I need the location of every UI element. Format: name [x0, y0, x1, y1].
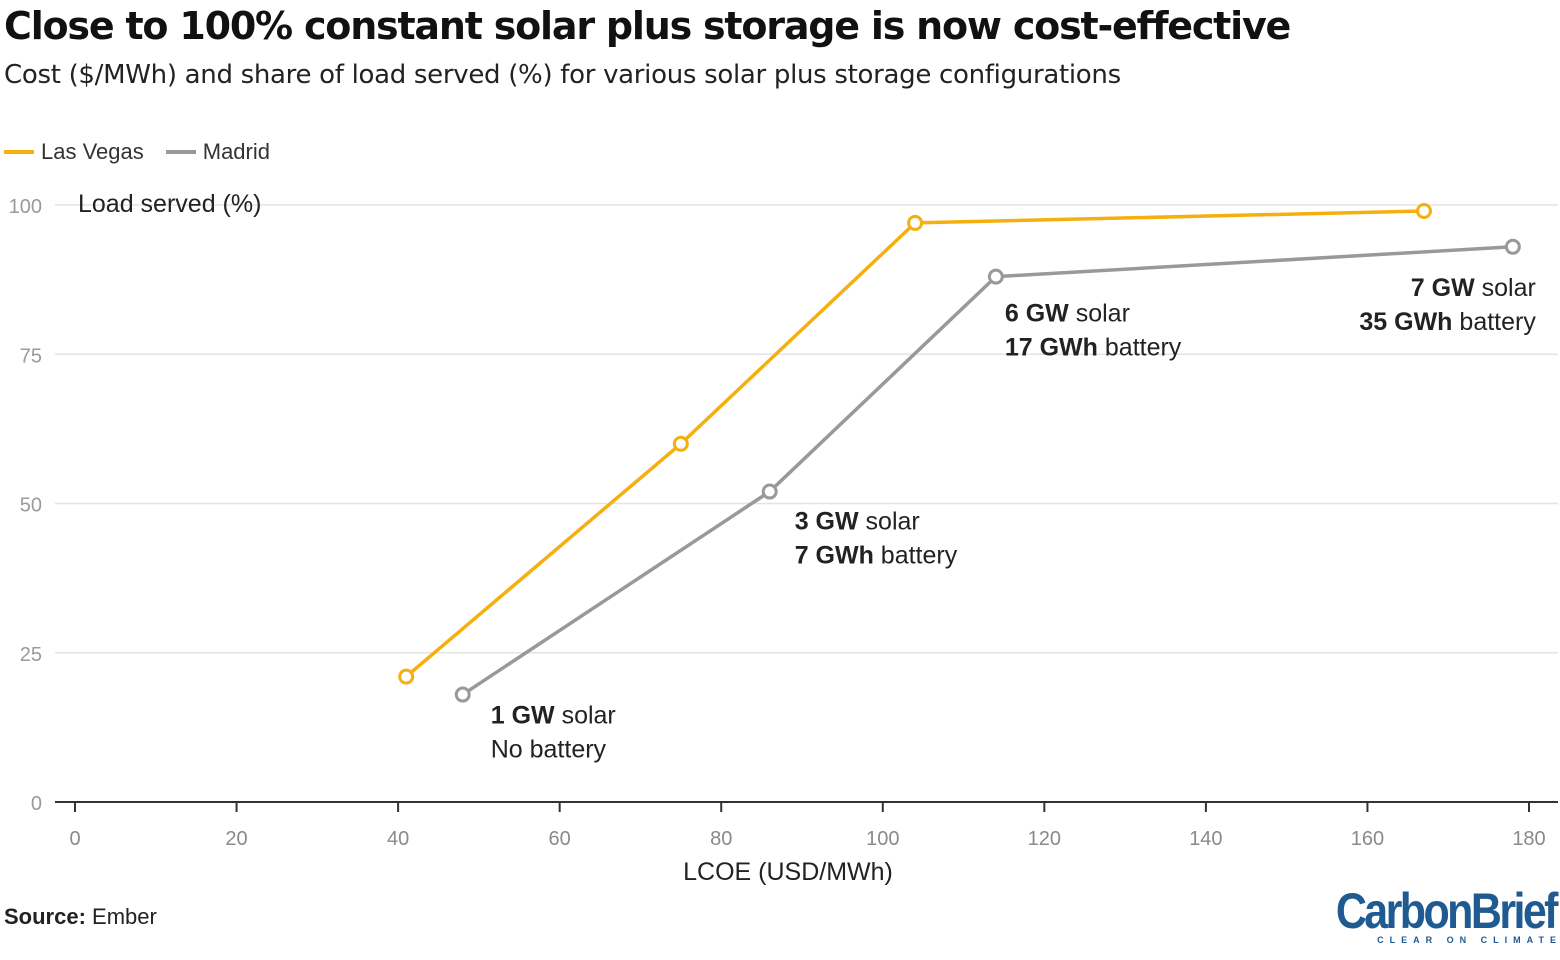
annotation-0-text-1: solar: [555, 702, 616, 730]
y-tick-label-0: 0: [31, 793, 42, 815]
data-point-madrid-0: [454, 686, 471, 703]
chart-title: Close to 100% constant solar plus storag…: [4, 4, 1291, 48]
data-point-las-vegas-3: [1415, 202, 1432, 219]
annotation-1-text-1: solar: [859, 508, 920, 536]
annotation-3-bold-2: 35 GWh: [1359, 308, 1452, 336]
legend-item-las-vegas: Las Vegas: [4, 139, 144, 165]
annotation-3-text-2: battery: [1452, 308, 1536, 336]
annotation-0-line-2: No battery: [491, 736, 607, 764]
annotation-3-bold-1: 7 GW: [1411, 274, 1475, 302]
x-tick-label-0: 0: [69, 828, 80, 850]
x-axis-label: LCOE (USD/MWh): [683, 858, 893, 886]
annotation-1-line-2: 7 GWh battery: [795, 542, 958, 570]
annotation-0-line-1: 1 GW solar: [491, 702, 616, 730]
legend-swatch-las-vegas: [4, 150, 34, 154]
annotation-3-text-1: solar: [1475, 274, 1536, 302]
y-tick-label-25: 25: [20, 644, 42, 666]
logo-wordmark: CarbonBrief: [1335, 883, 1559, 939]
x-tick-label-160: 160: [1351, 828, 1384, 850]
annotation-2-text-2: battery: [1098, 334, 1182, 362]
legend-swatch-madrid: [165, 150, 196, 154]
annotation-2-text-1: solar: [1069, 300, 1130, 328]
series-line-las-vegas: [404, 209, 1426, 679]
x-tick-label-80: 80: [710, 828, 732, 850]
chart-subtitle: Cost ($/MWh) and share of load served (%…: [4, 60, 1121, 90]
x-tick-label-120: 120: [1028, 828, 1061, 850]
annotation-1-bold-2: 7 GWh: [795, 542, 874, 570]
source-label: Source:: [4, 904, 86, 929]
annotation-2-bold-1: 6 GW: [1005, 300, 1069, 328]
x-tick-label-40: 40: [387, 828, 409, 850]
data-point-madrid-3: [1504, 238, 1521, 255]
data-point-madrid-2: [987, 268, 1004, 285]
annotation-0-bold-1: 1 GW: [491, 702, 555, 730]
annotation-2-bold-2: 17 GWh: [1005, 334, 1098, 362]
source-note: Source: Ember: [4, 904, 157, 930]
carbonbrief-logo: CarbonBrief CLEAR ON CLIMATE: [1300, 883, 1559, 946]
data-point-las-vegas-1: [672, 435, 689, 452]
source-value: Ember: [92, 904, 157, 929]
series-line-madrid: [460, 245, 1515, 697]
gridlines: [55, 204, 1558, 654]
x-tick-label-20: 20: [225, 828, 247, 850]
x-tick-label-100: 100: [866, 828, 899, 850]
y-tick-label-50: 50: [20, 495, 42, 517]
series-points: [398, 202, 1521, 703]
x-axis: 0 20 40 60 80 100 120 140 160 180: [55, 801, 1558, 850]
y-tick-label-75: 75: [20, 345, 42, 367]
annotation-1-line-1: 3 GW solar: [795, 508, 920, 536]
annotation-2-line-2: 17 GWh battery: [1005, 334, 1182, 362]
y-axis-label: Load served (%): [78, 190, 261, 218]
data-point-madrid-1: [761, 483, 778, 500]
x-tick-label-140: 140: [1189, 828, 1222, 850]
annotation-1-bold-1: 3 GW: [795, 508, 859, 536]
legend-item-madrid: Madrid: [165, 139, 270, 165]
annotation-3-line-2: 35 GWh battery: [1359, 308, 1536, 336]
legend: Las Vegas Madrid: [4, 138, 292, 166]
legend-label-madrid: Madrid: [202, 139, 270, 164]
annotations: 1 GW solar No battery 3 GW solar 7 GWh batt…: [491, 274, 1537, 764]
data-point-las-vegas-2: [907, 214, 924, 231]
series-lines: [404, 209, 1515, 697]
y-axis-ticks: 0 25 50 75 100: [9, 196, 42, 815]
y-tick-label-100: 100: [9, 196, 42, 218]
annotation-1-text-2: battery: [874, 542, 958, 570]
annotation-3-line-1: 7 GW solar: [1411, 274, 1536, 302]
legend-label-las-vegas: Las Vegas: [41, 139, 144, 164]
data-point-las-vegas-0: [398, 668, 415, 685]
x-tick-label-60: 60: [549, 828, 571, 850]
x-tick-label-180: 180: [1512, 828, 1545, 850]
logo-tagline: CLEAR ON CLIMATE: [1377, 935, 1560, 945]
annotation-2-line-1: 6 GW solar: [1005, 300, 1130, 328]
annotation-0-text-2: No battery: [491, 736, 607, 764]
